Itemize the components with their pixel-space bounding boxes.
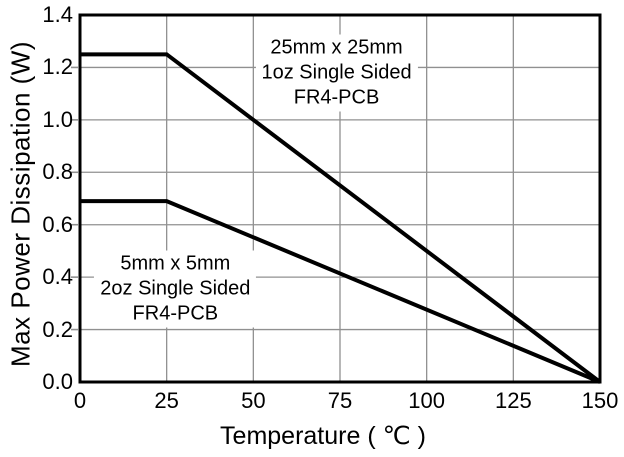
annotation-line: 5mm x 5mm <box>120 252 231 275</box>
x-tick-label: 0 <box>73 388 87 413</box>
y-tick-label: 1.4 <box>42 2 73 27</box>
series-line-2 <box>80 199 601 384</box>
annotation-line: FR4-PCB <box>132 302 219 325</box>
y-tick-label: 1.0 <box>42 106 73 132</box>
series-line-1 <box>80 52 602 384</box>
annotation-line: 25mm x 25mm <box>270 36 403 59</box>
y-tick-label: 0.8 <box>42 159 73 185</box>
y-tick-label: 0.4 <box>42 264 73 290</box>
y-tick-label: 1.2 <box>42 54 73 80</box>
y-tick-label: 0.6 <box>42 211 73 237</box>
x-tick-label: 150 <box>581 388 619 413</box>
x-tick-label: 50 <box>241 388 266 413</box>
annotation-series-5mm: 5mm x 5mm 2oz Single Sided FR4-PCB <box>94 250 257 328</box>
plot-frame <box>78 13 602 384</box>
x-tick-label: 125 <box>494 388 532 413</box>
annotation-line: 1oz Single Sided <box>261 61 412 84</box>
y-tick-label: 0.2 <box>42 316 73 342</box>
x-tick-label: 75 <box>327 388 353 413</box>
x-axis-title: Temperature ( ℃ ) <box>220 422 426 450</box>
annotation-line: FR4-PCB <box>293 86 380 109</box>
x-tick-label: 100 <box>408 388 446 413</box>
annotation-line: 2oz Single Sided <box>100 277 251 300</box>
x-tick-label: 25 <box>154 388 179 413</box>
annotation-series-25mm: 25mm x 25mm 1oz Single Sided FR4-PCB <box>255 34 418 112</box>
y-tick-label: 0.0 <box>42 369 73 394</box>
